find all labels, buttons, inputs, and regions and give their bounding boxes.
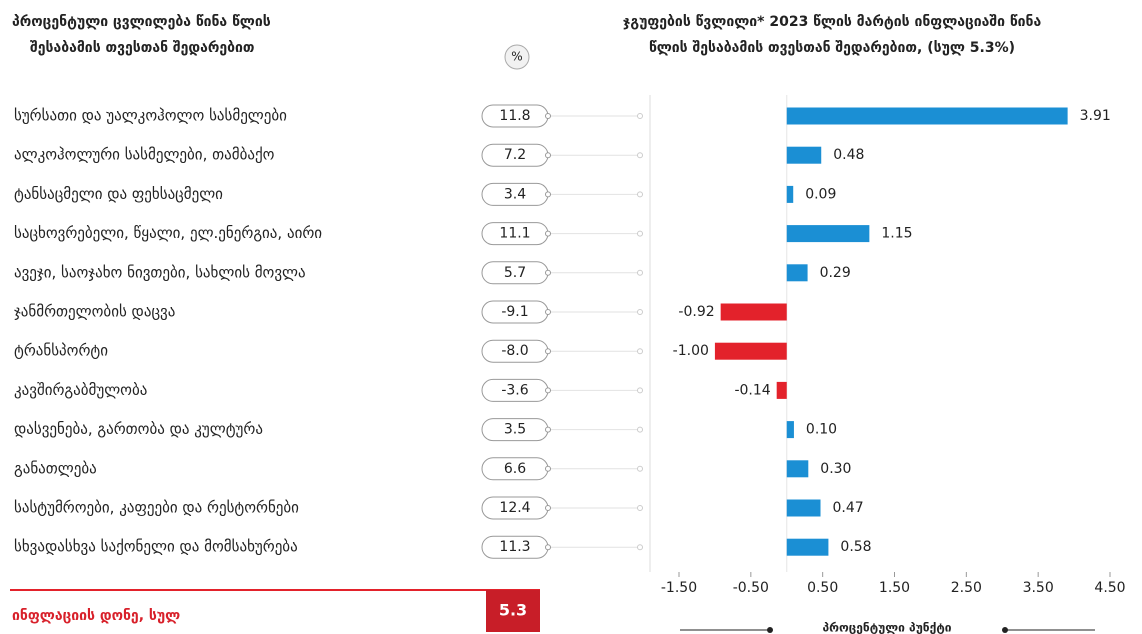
left-title: პროცენტული ცვლილება წინა წლის [12, 14, 271, 30]
pill-dot [545, 465, 551, 472]
bar [786, 460, 809, 478]
change-value: 11.8 [499, 108, 530, 124]
category-label: განათლება [14, 459, 97, 477]
x-tick-label: -0.50 [733, 580, 769, 596]
pill-dot [545, 505, 551, 511]
category-label: სხვადასხვა საქონელი და მომსახურება [14, 538, 298, 556]
pill-dot [545, 152, 551, 159]
change-value: 11.1 [499, 226, 530, 242]
pill-dot [545, 269, 551, 276]
x-tick-label: 2.50 [951, 580, 982, 596]
change-value: 11.3 [499, 539, 530, 555]
category-label: დასვენება, გართობა და კულტურა [14, 420, 263, 438]
category-label: ავეჯი, საოჯახო ნივთები, სახლის მოვლა [14, 263, 306, 281]
change-value: 3.4 [504, 186, 526, 202]
connector-dot [637, 544, 643, 551]
category-label: საცხოვრებელი, წყალი, ელ.ენერგია, აირი [14, 224, 322, 242]
bar [786, 264, 808, 282]
connector-dot [637, 113, 643, 119]
category-label: ალკოჰოლური სასმელები, თამბაქო [14, 146, 275, 164]
bar [786, 107, 1068, 125]
unit: % [511, 50, 522, 64]
connector-dot [637, 465, 643, 472]
connector-dot [637, 426, 643, 433]
change-value: 7.2 [504, 147, 526, 163]
category-label: ჯანმრთელობის დაცვა [14, 303, 175, 321]
bar [786, 185, 794, 203]
connector-dot [637, 505, 643, 511]
value-label: -1.00 [673, 343, 709, 359]
bar [720, 303, 787, 321]
value-label: 0.47 [833, 500, 864, 516]
pill-dot [545, 230, 551, 237]
pill-dot [545, 309, 551, 315]
chart-title: ჯგუფების წვლილი* 2023 წლის მარტის ინფლაც… [623, 14, 1042, 30]
connector-dot [637, 348, 643, 355]
x-tick-label: 4.50 [1094, 580, 1125, 596]
value-label: 0.58 [840, 539, 871, 555]
value-label: 0.10 [806, 422, 837, 438]
category-label: კავშირგაბმულობა [14, 381, 147, 399]
value-label: 3.91 [1080, 108, 1111, 124]
bar [786, 499, 821, 517]
change-value: 3.5 [504, 422, 526, 438]
change-value: -3.6 [501, 382, 528, 398]
left-title: შესაბამის თვესთან შედარებით [30, 40, 255, 56]
change-value: 5.7 [504, 265, 526, 281]
chart-title: წლის შესაბამის თვესთან შედარებით, (სულ 5… [649, 40, 1015, 56]
connector-dot [637, 387, 643, 394]
connector-dot [637, 309, 643, 315]
bar [786, 146, 822, 164]
connector-dot [637, 152, 643, 159]
value-label: -0.14 [734, 382, 770, 398]
change-value: 12.4 [499, 500, 530, 516]
value-label: 0.48 [833, 147, 864, 163]
value-label: 0.30 [820, 461, 851, 477]
pill-dot [545, 348, 551, 355]
change-value: -8.0 [501, 343, 528, 359]
pill-dot [545, 426, 551, 433]
connector-dot [637, 269, 643, 276]
x-tick-label: 1.50 [879, 580, 910, 596]
xlabel-dot [767, 627, 773, 633]
change-value: 6.6 [504, 461, 526, 477]
bar [714, 342, 787, 360]
bar [786, 421, 794, 439]
category-label: სურსათი და უალკოჰოლო სასმელები [14, 107, 287, 125]
category-label: ტრანსპორტი [14, 342, 108, 360]
x-axis-label: პროცენტული პუნქტი [822, 621, 951, 634]
total-label: ინფლაციის დონე, სულ [12, 608, 180, 624]
category-label: ტანსაცმელი და ფეხსაცმელი [14, 185, 223, 203]
total-value: 5.3 [499, 601, 527, 620]
connector-dot [637, 191, 643, 198]
bar [776, 381, 787, 399]
value-label: -0.92 [678, 304, 714, 320]
total-box [486, 590, 540, 632]
pill-dot [545, 113, 551, 119]
bar [786, 225, 870, 243]
x-tick-label: 0.50 [807, 580, 838, 596]
pill-dot [545, 544, 551, 551]
change-value: -9.1 [501, 304, 528, 320]
x-tick-label: 3.50 [1023, 580, 1054, 596]
value-label: 0.29 [820, 265, 851, 281]
xlabel-dot [1002, 627, 1008, 633]
pill-dot [545, 387, 551, 394]
category-label: სასტუმროები, კაფეები და რესტორნები [14, 499, 299, 517]
unit-badge [504, 44, 530, 70]
value-label: 1.15 [881, 226, 912, 242]
connector-dot [637, 230, 643, 237]
pill-dot [545, 191, 551, 198]
bar [786, 538, 829, 556]
x-tick-label: -1.50 [661, 580, 697, 596]
value-label: 0.09 [805, 186, 836, 202]
